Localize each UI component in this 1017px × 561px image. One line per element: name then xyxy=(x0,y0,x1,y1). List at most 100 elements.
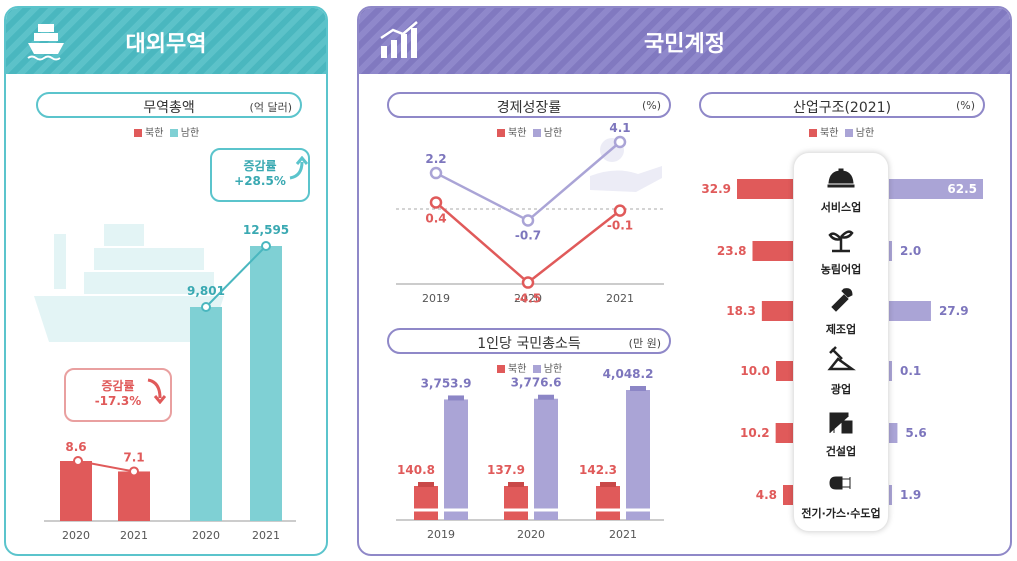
industry-category-label: 서비스업 xyxy=(820,201,862,214)
tick-label: 2019 xyxy=(427,528,455,541)
industry-bar-south xyxy=(889,179,983,199)
data-label: 1.9 xyxy=(900,488,921,502)
data-label: 3,753.9 xyxy=(421,376,472,390)
data-label: 8.6 xyxy=(65,440,86,454)
callout-south-value: +28.5% xyxy=(234,174,286,188)
growth-point xyxy=(613,204,627,217)
legend-swatch-south xyxy=(532,129,541,137)
legend-swatch-north xyxy=(497,129,505,137)
industry-category-label: 제조업 xyxy=(825,323,857,336)
trend-point xyxy=(73,456,83,466)
growth-point xyxy=(429,196,443,209)
legend-south: 남한 xyxy=(855,128,875,139)
data-label: 27.9 xyxy=(939,304,969,318)
growth-legend: 북한 남한 xyxy=(497,124,562,139)
utilities-icon xyxy=(823,469,859,499)
gni-bar-south xyxy=(534,398,558,520)
data-label: 9,801 xyxy=(187,284,225,298)
na-header-title: 국민계정 xyxy=(644,32,725,57)
legend-north: 북한 xyxy=(508,364,527,375)
tick-label: 2020 xyxy=(514,292,542,305)
industry-bar-south xyxy=(889,485,892,505)
arrow-down-icon xyxy=(147,378,166,404)
service-icon xyxy=(823,163,859,193)
industry-bar-north xyxy=(775,361,793,381)
growth-point xyxy=(521,214,535,227)
trend-point xyxy=(201,302,211,313)
ship-icon xyxy=(27,24,64,61)
industry-title-pill: 산업구조(2021) (%) xyxy=(699,92,985,118)
gni-bar-cap xyxy=(508,482,524,487)
trend-line-north xyxy=(77,460,135,473)
legend-south: 남한 xyxy=(180,128,200,139)
industry-title: 산업구조(2021) xyxy=(792,100,892,116)
legend-north: 북한 xyxy=(145,128,164,139)
legend-swatch-north xyxy=(809,129,817,137)
growth-chart-icon xyxy=(380,21,418,58)
data-label: -0.1 xyxy=(607,219,633,233)
trend-point xyxy=(261,241,271,251)
tick-label: 2019 xyxy=(422,292,450,305)
data-label: 4,048.2 xyxy=(603,367,654,381)
trade-legend: 북한 남한 xyxy=(134,124,199,139)
industry-bar-south xyxy=(889,423,898,443)
industry-bar-south xyxy=(889,241,893,261)
data-label: 0.4 xyxy=(425,211,446,225)
industry-icon-box xyxy=(793,152,889,532)
data-label: 0.1 xyxy=(900,364,921,378)
growth-point xyxy=(613,135,627,149)
legend-swatch-north xyxy=(497,365,505,373)
industry-bar-south xyxy=(889,361,892,381)
agriculture-icon xyxy=(823,225,859,255)
tick-label: 2020 xyxy=(192,529,220,542)
data-label: 62.5 xyxy=(947,182,977,196)
industry-category-label: 광업 xyxy=(830,383,852,396)
trade-panel: 대외무역 무역총액 (억 달러) 북한 남한 8.6 2020 7.1 2021 9,8… xyxy=(4,6,328,556)
arrow-up-icon xyxy=(289,156,308,180)
data-label: 5.6 xyxy=(905,426,926,440)
data-label: -4.5 xyxy=(515,292,541,306)
manufacturing-icon xyxy=(823,285,859,315)
trade-bar-north xyxy=(60,461,92,521)
growth-unit: (%) xyxy=(641,99,661,112)
legend-north: 북한 xyxy=(820,128,839,139)
data-label: 4.1 xyxy=(609,121,630,135)
legend-swatch-south xyxy=(844,129,853,137)
growth-point xyxy=(429,166,443,180)
trade-subtitle-pill: 무역총액 (억 달러) xyxy=(36,92,302,118)
legend-swatch-north xyxy=(134,129,142,137)
trend-line-south xyxy=(205,245,267,308)
industry-bar-north xyxy=(783,485,793,505)
growth-point xyxy=(521,276,535,289)
callout-south-label: 증감률 xyxy=(243,159,277,173)
data-label: 10.0 xyxy=(740,364,770,378)
gni-bar-north xyxy=(414,486,438,520)
gni-bar-south xyxy=(444,399,468,520)
legend-south: 남한 xyxy=(543,364,563,375)
industry-bar-north xyxy=(775,423,793,443)
gni-bar-cap xyxy=(600,482,616,487)
data-label: 12,595 xyxy=(243,223,289,237)
industry-bar-north xyxy=(752,241,793,261)
trade-header-title: 대외무역 xyxy=(125,32,207,57)
growth-title: 경제성장률 xyxy=(496,100,562,116)
trade-bar-south xyxy=(250,246,282,521)
na-header: 국민계정 xyxy=(359,8,1010,74)
tick-label: 2020 xyxy=(517,528,545,541)
legend-swatch-south xyxy=(169,129,178,137)
trade-bar-north xyxy=(118,471,150,521)
mining-icon xyxy=(823,345,859,375)
tick-label: 2020 xyxy=(62,529,90,542)
trade-subtitle: 무역총액 xyxy=(143,100,195,116)
legend-swatch-south xyxy=(532,365,541,373)
data-label: 10.2 xyxy=(740,426,770,440)
trade-unit: (억 달러) xyxy=(249,101,292,114)
data-label: 18.3 xyxy=(726,304,756,318)
legend-north: 북한 xyxy=(508,128,527,139)
industry-bar-north xyxy=(737,179,793,199)
industry-category-label: 건설업 xyxy=(825,445,857,458)
industry-unit: (%) xyxy=(955,99,975,112)
data-label: 140.8 xyxy=(397,463,435,477)
data-label: 4.8 xyxy=(756,488,777,502)
callout-north-label: 증감률 xyxy=(101,379,135,393)
